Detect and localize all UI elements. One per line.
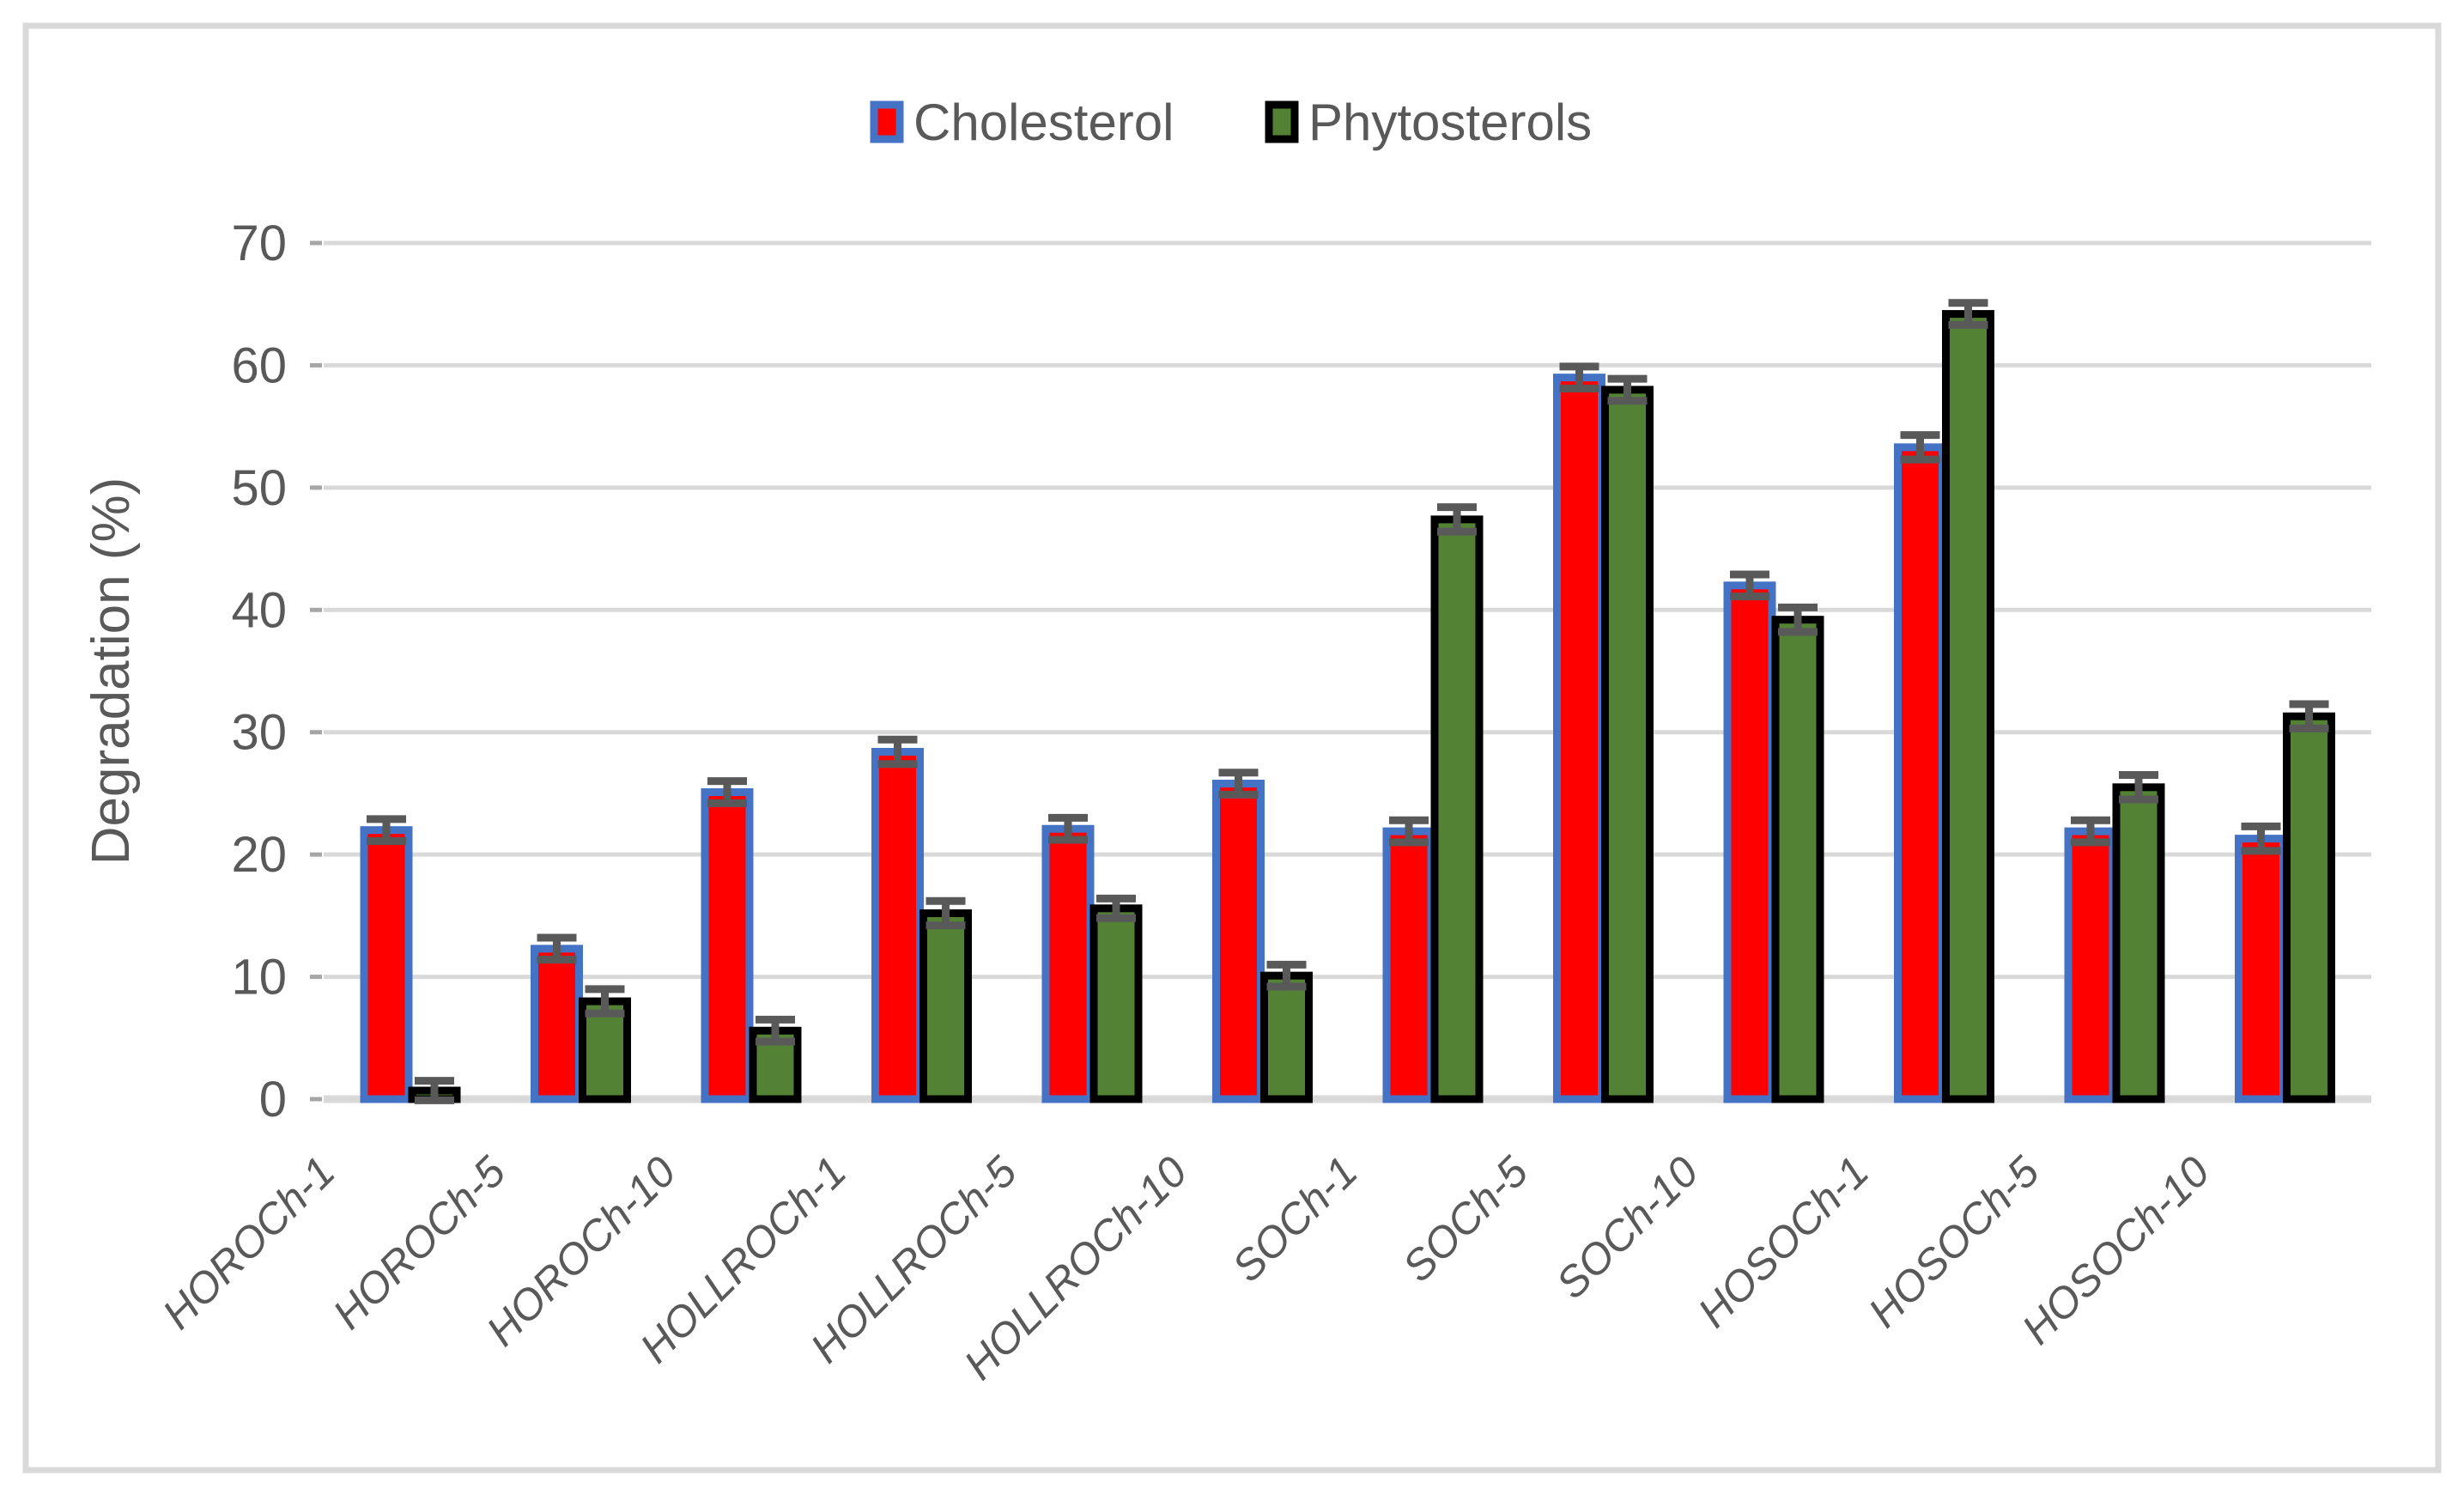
bar-phytosterols-HOSOCh-10 — [2283, 712, 2335, 1103]
legend-marker-phytosterols — [1265, 100, 1299, 143]
y-tick-label-30: 30 — [231, 705, 287, 761]
bar-cholesterol-HOROCh-5 — [531, 945, 583, 1103]
bar-phytosterols-SOCh-10 — [1771, 616, 1824, 1103]
bar-cholesterol-HOSOCh-10 — [2235, 835, 2287, 1103]
bar-cholesterol-HOLLROCh-1 — [871, 747, 924, 1103]
bar-phytosterols-HOSOCh-5 — [2112, 783, 2165, 1103]
y-tick-label-40: 40 — [231, 582, 287, 638]
bar-cholesterol-SOCh-5 — [1553, 374, 1605, 1103]
bar-phytosterols-SOCh-5 — [1601, 386, 1654, 1103]
legend-label-cholesterol: Cholesterol — [913, 94, 1174, 151]
y-tick-label-70: 70 — [231, 216, 287, 271]
bar-phytosterols-HOSOCh-1 — [1942, 310, 1994, 1103]
bar-phytosterols-HOLLROCh-5 — [1089, 904, 1143, 1103]
bar-cholesterol-HOROCh-1 — [360, 826, 413, 1103]
bar-cholesterol-HOSOCh-1 — [1894, 443, 1946, 1103]
bar-cholesterol-HOLLROCh-5 — [1041, 824, 1095, 1103]
bar-cholesterol-HOROCh-10 — [701, 788, 754, 1103]
bar-cholesterol-SOCh-1 — [1382, 827, 1435, 1103]
y-tick-label-50: 50 — [231, 460, 287, 516]
legend-label-phytosterols: Phytosterols — [1308, 94, 1592, 151]
y-tick-label-20: 20 — [231, 827, 287, 883]
bar-cholesterol-HOLLROCh-10 — [1212, 780, 1265, 1103]
y-tick-label-10: 10 — [231, 950, 287, 1006]
legend-marker-cholesterol — [870, 100, 904, 143]
bar-cholesterol-HOSOCh-5 — [2064, 827, 2117, 1103]
figure-border — [22, 22, 2442, 1474]
bar-cholesterol-SOCh-10 — [1723, 581, 1776, 1103]
bar-phytosterols-HOLLROCh-10 — [1260, 971, 1313, 1103]
bar-phytosterols-SOCh-1 — [1430, 515, 1484, 1103]
bar-phytosterols-HOLLROCh-1 — [919, 909, 972, 1103]
y-tick-label-0: 0 — [259, 1072, 287, 1127]
y-axis-title: Degradation (%) — [82, 477, 141, 865]
y-tick-label-60: 60 — [231, 337, 287, 393]
